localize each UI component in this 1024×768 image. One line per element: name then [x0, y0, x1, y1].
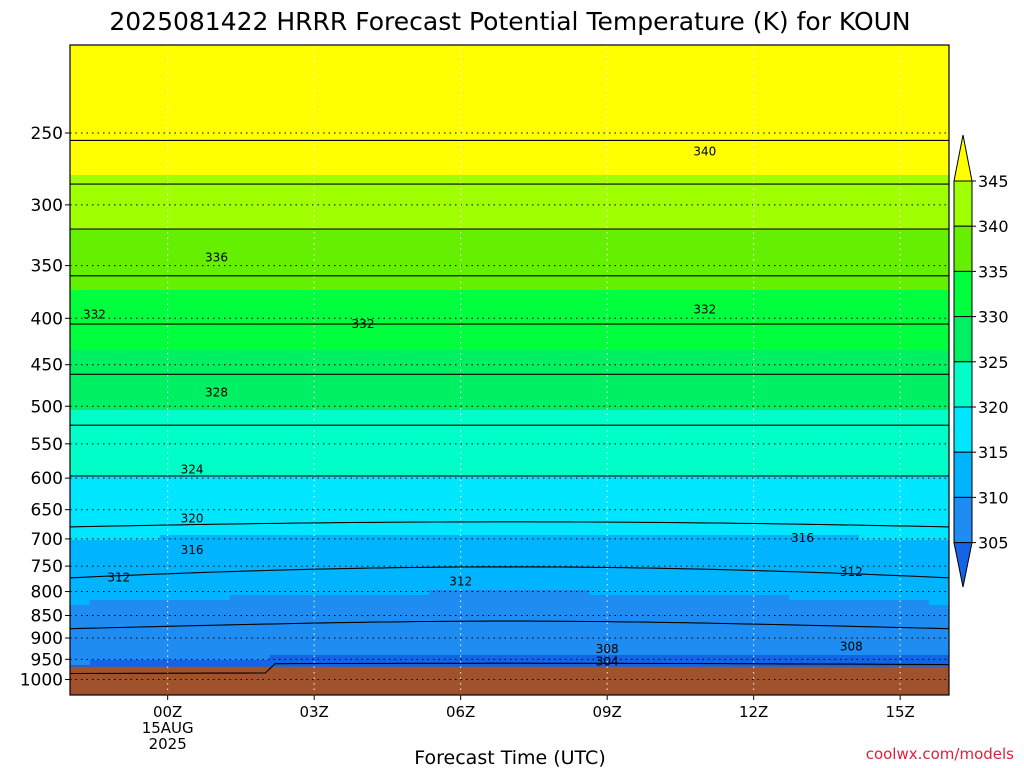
y-tick-label: 350: [31, 257, 63, 277]
contour-lines: [70, 139, 949, 675]
y-tick-label: 250: [31, 124, 63, 144]
y-tick-label: 1000: [20, 671, 63, 691]
contour-label: 312: [107, 571, 130, 585]
contour-label: 312: [840, 565, 863, 579]
contour-labels: 340 336 332 332 332 328 324 320 316 316 312 312 312 3…: [83, 144, 863, 668]
y-tick-label: 300: [31, 196, 63, 216]
ground-terrain: [70, 666, 949, 695]
contour-label: 320: [181, 512, 204, 526]
colorbar-label: 340: [978, 217, 1009, 236]
contour-line: [70, 566, 949, 579]
colorbar-label: 305: [978, 534, 1009, 553]
colorbar-swatch: [953, 451, 973, 498]
contour-line: [70, 620, 949, 630]
colorbar-label: 345: [978, 172, 1009, 191]
colorbar-swatch: [953, 180, 973, 227]
contour-label: 316: [181, 543, 204, 557]
colorbar-label: 315: [978, 443, 1009, 462]
chart-title: 2025081422 HRRR Forecast Potential Tempe…: [109, 7, 910, 36]
contour-label: 324: [181, 463, 204, 477]
y-tick-label: 750: [31, 557, 63, 577]
contour-label: 336: [205, 251, 228, 265]
x-tick-label: 09Z: [592, 703, 621, 721]
contour-label: 332: [693, 302, 716, 316]
x-tick-label: 03Z: [299, 703, 328, 721]
x-tick-sublabel: 15AUG: [142, 719, 194, 737]
contour-label: 332: [83, 307, 106, 321]
y-tick-label: 950: [31, 650, 63, 670]
colorbar-swatch: [953, 316, 973, 363]
contour-label: 340: [693, 144, 716, 158]
colorbar-label: 330: [978, 308, 1009, 327]
y-tick-label: 500: [31, 397, 63, 417]
y-tick-label: 600: [31, 469, 63, 489]
y-tick-label: 700: [31, 530, 63, 550]
contour-label: 304: [596, 654, 619, 668]
x-tick-label: 12Z: [739, 703, 768, 721]
y-tick-label: 650: [31, 501, 63, 521]
colorbar-label: 310: [978, 488, 1009, 507]
plot-area: 340 336 332 332 332 328 324 320 316 316 312 312 312 3…: [70, 45, 949, 695]
plot-frame: [69, 44, 950, 696]
credit-text: coolwx.com/models: [866, 745, 1014, 763]
colorbar-label: 320: [978, 398, 1009, 417]
color-bands: [70, 45, 949, 695]
colorbar-swatch: [953, 496, 973, 544]
colorbar-label: 335: [978, 262, 1009, 281]
x-tick-label: 15Z: [885, 703, 914, 721]
y-tick-label: 550: [31, 435, 63, 455]
contour-label: 316: [791, 531, 814, 545]
x-axis-label: Forecast Time (UTC): [414, 747, 605, 768]
y-tick-label: 800: [31, 583, 63, 603]
x-tick-label: 06Z: [446, 703, 475, 721]
y-axis: 250 300 350 400 450 500 550 600 650 700 750 800 850 9…: [20, 124, 70, 691]
y-tick-label: 850: [31, 606, 63, 626]
x-tick-label: 00Z: [153, 703, 182, 721]
contour-line: [70, 662, 949, 675]
colorbar-label: 325: [978, 353, 1009, 372]
x-tick-sublabel: 2025: [149, 735, 187, 753]
contour-label: 308: [840, 640, 863, 654]
y-tick-label: 900: [31, 629, 63, 649]
colorbar: 345 340 335 330 325 320 315 310 305: [953, 134, 1009, 588]
contour-line: [70, 521, 949, 528]
grid-lines: [70, 45, 949, 695]
y-tick-label: 450: [31, 356, 63, 376]
contour-label: 308: [596, 642, 619, 656]
colorbar-swatch: [953, 361, 973, 408]
colorbar-extend-bottom: [953, 542, 973, 588]
colorbar-swatch: [953, 225, 973, 272]
y-tick-label: 400: [31, 309, 63, 329]
colorbar-swatch: [953, 406, 973, 453]
contour-label: 328: [205, 386, 228, 400]
contour-label: 332: [352, 317, 375, 331]
colorbar-extend-top: [953, 134, 973, 182]
colorbar-swatch: [953, 270, 973, 318]
contour-label: 312: [449, 575, 472, 589]
